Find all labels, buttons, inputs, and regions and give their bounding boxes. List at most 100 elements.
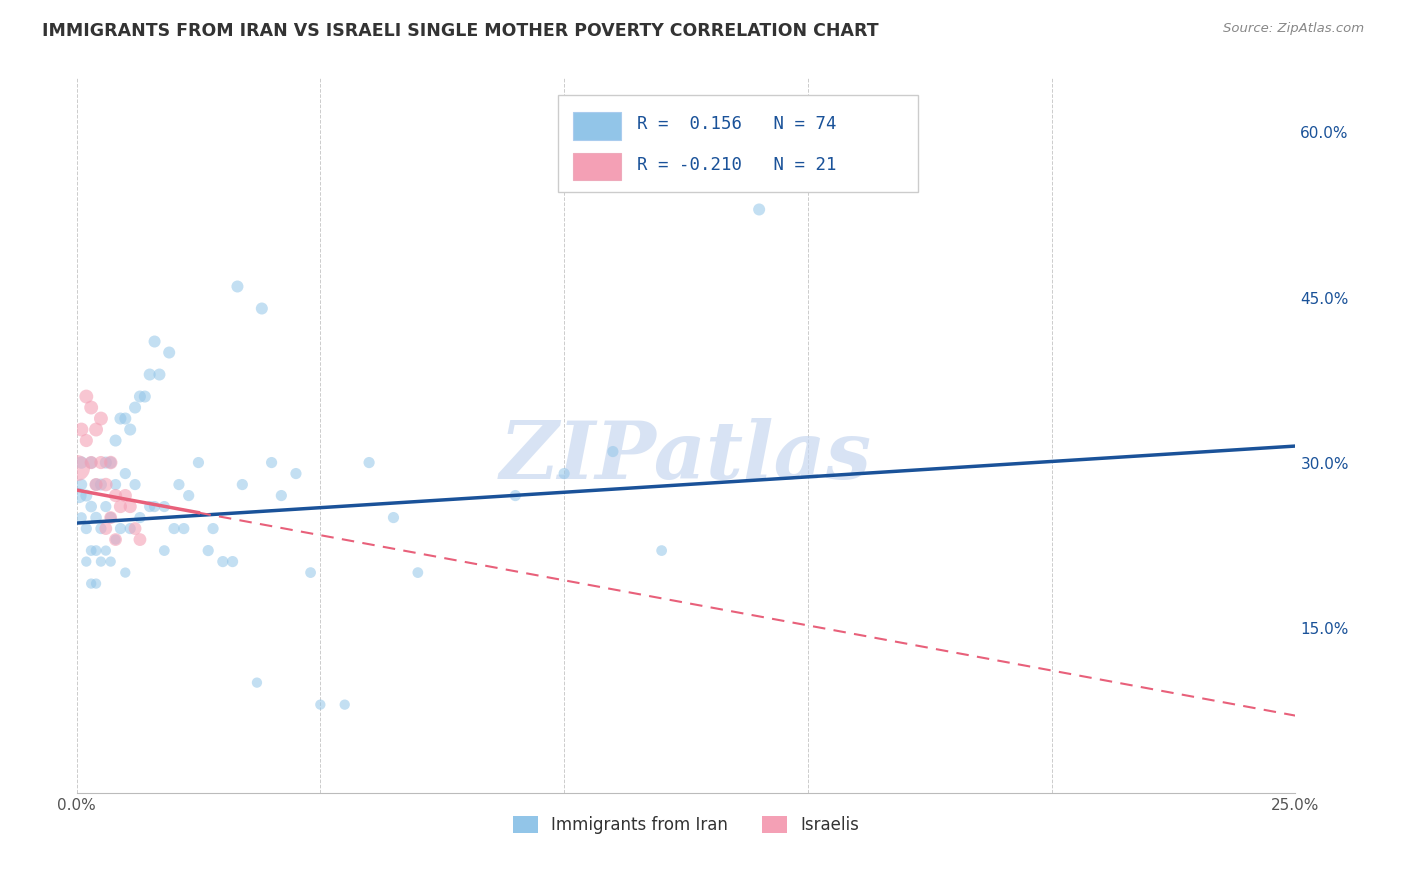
Point — [173, 522, 195, 536]
Point — [163, 522, 186, 536]
Point — [221, 555, 243, 569]
Point — [80, 401, 103, 415]
Point — [94, 477, 117, 491]
Point — [124, 401, 146, 415]
Point — [187, 456, 209, 470]
Point — [110, 411, 132, 425]
Point — [382, 510, 405, 524]
Point — [260, 456, 283, 470]
Point — [129, 510, 152, 524]
Point — [359, 456, 381, 470]
Point — [177, 489, 200, 503]
Point — [100, 456, 122, 470]
Point — [90, 522, 112, 536]
Point — [90, 555, 112, 569]
Legend: Immigrants from Iran, Israelis: Immigrants from Iran, Israelis — [513, 816, 859, 834]
Point — [94, 500, 117, 514]
Point — [120, 423, 142, 437]
Point — [134, 390, 156, 404]
Point — [153, 500, 176, 514]
Point — [114, 411, 136, 425]
Point — [211, 555, 233, 569]
Point — [505, 489, 527, 503]
Point — [406, 566, 429, 580]
Point — [124, 522, 146, 536]
Text: ZIPatlas: ZIPatlas — [501, 417, 872, 495]
Point — [100, 555, 122, 569]
Point — [104, 489, 127, 503]
Point — [138, 500, 160, 514]
Text: IMMIGRANTS FROM IRAN VS ISRAELI SINGLE MOTHER POVERTY CORRELATION CHART: IMMIGRANTS FROM IRAN VS ISRAELI SINGLE M… — [42, 22, 879, 40]
Point — [157, 345, 180, 359]
Point — [67, 489, 90, 503]
Point — [250, 301, 273, 316]
Point — [148, 368, 170, 382]
Point — [104, 533, 127, 547]
Point — [75, 489, 97, 503]
Point — [84, 576, 107, 591]
Point — [748, 202, 770, 217]
Point — [110, 500, 132, 514]
Point — [84, 477, 107, 491]
Point — [70, 423, 93, 437]
Text: R = -0.210   N = 21: R = -0.210 N = 21 — [637, 156, 837, 175]
Point — [84, 423, 107, 437]
Point — [100, 510, 122, 524]
Point — [80, 500, 103, 514]
Point — [114, 566, 136, 580]
Point — [651, 543, 673, 558]
FancyBboxPatch shape — [572, 112, 621, 140]
Point — [143, 500, 166, 514]
Point — [75, 390, 97, 404]
Point — [80, 456, 103, 470]
Point — [270, 489, 292, 503]
FancyBboxPatch shape — [558, 95, 918, 192]
Point — [94, 522, 117, 536]
Point — [90, 477, 112, 491]
Point — [80, 576, 103, 591]
Point — [90, 411, 112, 425]
Point — [197, 543, 219, 558]
Point — [129, 390, 152, 404]
Point — [75, 434, 97, 448]
Point — [70, 510, 93, 524]
Point — [94, 543, 117, 558]
Point — [120, 522, 142, 536]
Point — [94, 456, 117, 470]
Text: R =  0.156   N = 74: R = 0.156 N = 74 — [637, 115, 837, 133]
Point — [80, 543, 103, 558]
Point — [70, 477, 93, 491]
Point — [90, 456, 112, 470]
Point — [80, 456, 103, 470]
Point — [226, 279, 249, 293]
Point — [202, 522, 225, 536]
Point — [84, 510, 107, 524]
Point — [602, 444, 624, 458]
Point — [143, 334, 166, 349]
Point — [66, 461, 89, 475]
Point — [114, 489, 136, 503]
Point — [129, 533, 152, 547]
Point — [120, 500, 142, 514]
Point — [284, 467, 307, 481]
Point — [153, 543, 176, 558]
Point — [100, 456, 122, 470]
Point — [70, 456, 93, 470]
Point — [100, 510, 122, 524]
Point — [114, 467, 136, 481]
Point — [553, 467, 575, 481]
Point — [167, 477, 190, 491]
Point — [309, 698, 332, 712]
Point — [104, 477, 127, 491]
Point — [246, 675, 269, 690]
Point — [110, 522, 132, 536]
Point — [75, 522, 97, 536]
FancyBboxPatch shape — [572, 153, 621, 179]
Point — [104, 533, 127, 547]
Point — [231, 477, 253, 491]
Point — [75, 555, 97, 569]
Point — [84, 543, 107, 558]
Point — [104, 434, 127, 448]
Point — [138, 368, 160, 382]
Point — [299, 566, 322, 580]
